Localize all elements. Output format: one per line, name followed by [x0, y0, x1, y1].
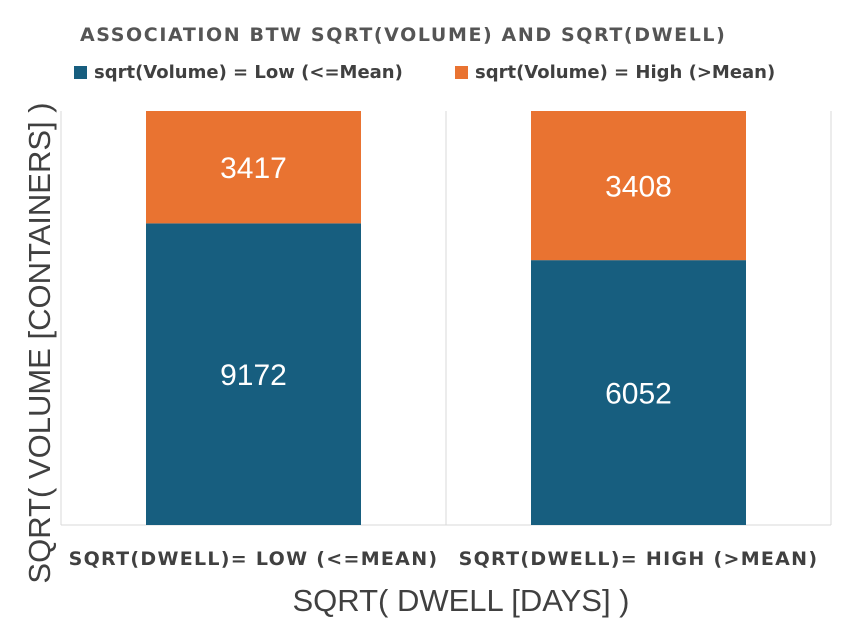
data-label: 3408 [605, 171, 672, 204]
category-label: SQRT(DWELL)= LOW (<=MEAN) [69, 548, 439, 570]
data-label: 3417 [220, 152, 287, 185]
bar-low-volume-high-dwell [531, 260, 746, 525]
legend-swatch-high [455, 66, 468, 79]
legend-label-high: sqrt(Volume) = High (>Mean) [475, 62, 776, 83]
legend-item-low: sqrt(Volume) = Low (<=Mean) [74, 62, 403, 83]
bar-high-volume-high-dwell [531, 111, 746, 261]
chart-title: ASSOCIATION BTW SQRT(VOLUME) AND SQRT(DW… [80, 24, 727, 46]
category-labels: SQRT(DWELL)= LOW (<=MEAN) SQRT(DWELL)= HI… [69, 548, 819, 570]
bar-labels: 9172 3417 6052 3408 [220, 152, 672, 410]
bars [146, 111, 746, 525]
category-label: SQRT(DWELL)= HIGH (>MEAN) [459, 548, 819, 570]
y-axis-title: SQRT( VOLUME [CONTAINERS] ) [22, 102, 57, 583]
legend-swatch-low [74, 66, 87, 79]
bar-high-volume-low-dwell [146, 111, 361, 224]
bar-low-volume-low-dwell [146, 223, 361, 525]
data-label: 6052 [605, 378, 672, 411]
legend-label-low: sqrt(Volume) = Low (<=Mean) [94, 62, 403, 83]
x-axis-title: SQRT( DWELL [DAYS] ) [292, 583, 629, 618]
data-label: 9172 [220, 359, 287, 392]
legend-item-high: sqrt(Volume) = High (>Mean) [455, 62, 775, 83]
